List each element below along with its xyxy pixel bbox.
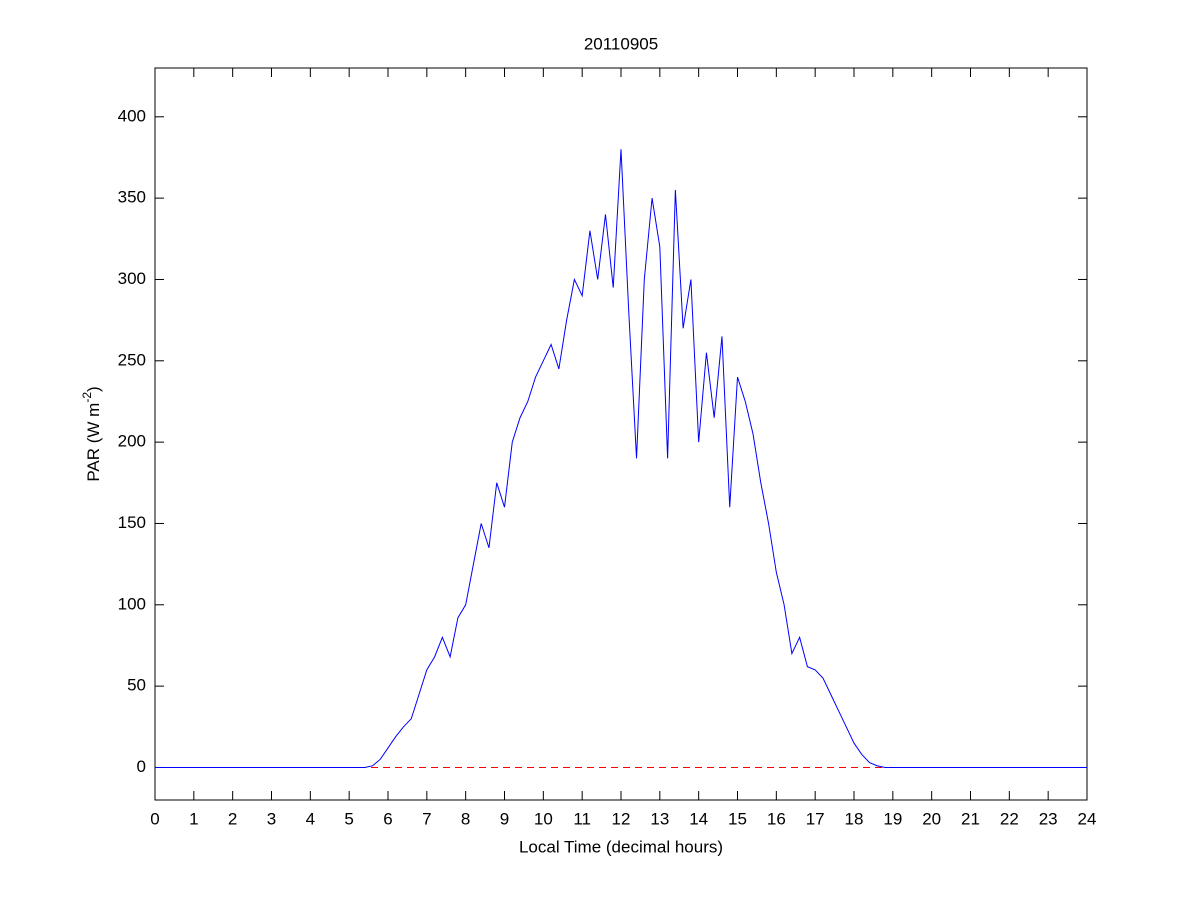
x-tick-label: 19 <box>883 809 902 828</box>
y-tick-label: 400 <box>118 106 146 125</box>
y-tick-label: 250 <box>118 350 146 369</box>
x-axis-label: Local Time (decimal hours) <box>519 837 723 856</box>
x-tick-label: 8 <box>461 809 470 828</box>
y-label-superscript: -2 <box>80 392 94 403</box>
x-tick-label: 16 <box>767 809 786 828</box>
y-label-text: PAR (W m <box>84 403 103 482</box>
x-tick-label: 22 <box>1000 809 1019 828</box>
x-tick-label: 2 <box>228 809 237 828</box>
data-line <box>155 149 1087 768</box>
x-tick-label: 18 <box>845 809 864 828</box>
x-tick-label: 1 <box>189 809 198 828</box>
x-tick-label: 9 <box>500 809 509 828</box>
x-tick-label: 10 <box>534 809 553 828</box>
x-tick-label: 5 <box>344 809 353 828</box>
y-tick-label: 300 <box>118 269 146 288</box>
y-tick-label: 350 <box>118 188 146 207</box>
y-tick-label: 50 <box>127 676 146 695</box>
x-tick-label: 15 <box>728 809 747 828</box>
y-label-suffix: ) <box>84 386 103 392</box>
y-tick-label: 200 <box>118 432 146 451</box>
y-tick-label: 0 <box>137 757 146 776</box>
x-tick-label: 20 <box>922 809 941 828</box>
x-tick-label: 11 <box>573 809 591 828</box>
x-tick-label: 0 <box>150 809 159 828</box>
x-tick-label: 23 <box>1039 809 1058 828</box>
x-tick-label: 24 <box>1078 809 1097 828</box>
plot-frame <box>154 67 1088 801</box>
chart-title: 20110905 <box>584 34 658 53</box>
x-tick-label: 21 <box>961 809 980 828</box>
x-tick-label: 6 <box>383 809 392 828</box>
x-tick-label: 4 <box>306 809 315 828</box>
x-tick-label: 13 <box>650 809 669 828</box>
x-tick-label: 7 <box>422 809 431 828</box>
y-tick-label: 100 <box>118 594 146 613</box>
x-tick-label: 17 <box>806 809 825 828</box>
y-axis-label: PAR (W m-2) <box>80 386 103 481</box>
x-tick-label: 3 <box>267 809 276 828</box>
y-tick-label: 150 <box>118 513 146 532</box>
x-tick-label: 14 <box>689 809 708 828</box>
x-tick-label: 12 <box>612 809 631 828</box>
